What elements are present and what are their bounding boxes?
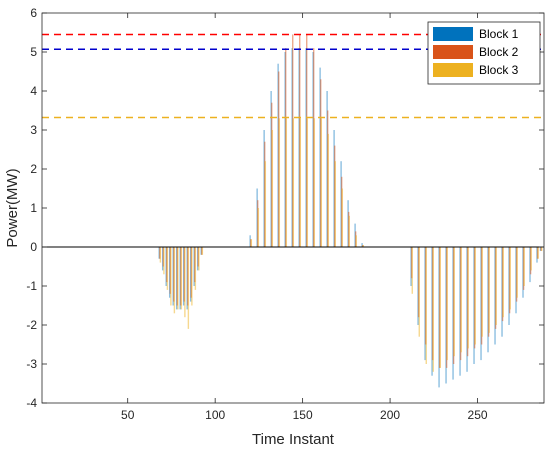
bar-block3-s3-4	[439, 247, 441, 368]
x-tick-label-3: 200	[380, 408, 400, 422]
y-tick-label-9: 5	[30, 45, 37, 59]
bar-block3-s2-15	[355, 235, 357, 247]
bar-block3-s3-17	[530, 247, 532, 271]
y-axis-label: Power(MW)	[4, 168, 21, 247]
x-tick-label-4: 250	[468, 408, 488, 422]
bar-block3-s1-12	[201, 247, 204, 255]
legend: Block 1 Block 2 Block 3	[427, 21, 541, 85]
bar-block3-s2-13	[341, 188, 344, 247]
bar-block3-s3-3	[432, 247, 434, 372]
legend-swatch-3	[433, 63, 473, 77]
y-tick-label-1: -3	[26, 357, 37, 371]
bar-block3-s3-12	[495, 247, 497, 325]
bar-block3-s3-9	[474, 247, 476, 345]
legend-label-2: Block 2	[479, 45, 519, 59]
chart-marks	[158, 34, 543, 388]
legend-label-3: Block 3	[479, 63, 519, 77]
y-tick-label-8: 4	[30, 84, 37, 98]
bar-block3-s1-11	[198, 247, 200, 271]
bar-block3-s3-6	[453, 247, 455, 357]
bar-block3-s2-7	[299, 118, 302, 247]
y-tick-label-4: 0	[30, 240, 37, 254]
bar-block3-s3-2	[425, 247, 427, 364]
bar-block3-s3-8	[467, 247, 469, 349]
y-tick-label-2: -2	[26, 318, 37, 332]
y-tick-label-10: 6	[30, 6, 37, 20]
legend-swatch-2	[433, 45, 473, 59]
bar-block3-s2-6	[292, 118, 295, 247]
bar-block3-s3-5	[446, 247, 448, 361]
bar-block3-s2-11	[327, 133, 330, 247]
bar-block3-s3-10	[481, 247, 483, 337]
bar-block3-s2-9	[313, 118, 316, 247]
bar-block3-s1-4	[173, 247, 176, 314]
legend-swatch-1	[433, 27, 473, 41]
bar-block3-s2-10	[320, 118, 323, 247]
bar-block3-s2-0	[250, 239, 253, 247]
y-tick-label-0: -4	[26, 396, 37, 410]
bar-block3-s1-7	[184, 247, 186, 318]
bar-block3-s2-5	[285, 118, 288, 247]
y-tick-label-6: 2	[30, 162, 37, 176]
x-axis-label: Time Instant	[252, 431, 335, 448]
bar-block3-s3-7	[460, 247, 462, 353]
y-tick-label-3: -1	[26, 279, 37, 293]
bar-block3-s1-6	[180, 247, 183, 310]
bar-block3-s3-0	[411, 247, 413, 294]
x-axis-ticks: 50 100 150 200 250	[121, 13, 488, 422]
bar-block3-s2-16	[362, 245, 364, 247]
bar-block3-s2-4	[278, 118, 281, 247]
bar-block3-s1-8	[187, 247, 190, 329]
y-axis-ticks: -4 -3 -2 -1 0 1 2 3 4 5 6	[26, 6, 544, 410]
bar-block3-s2-8	[306, 118, 309, 247]
bar-block3-s3-1	[418, 247, 420, 337]
x-tick-label-2: 150	[293, 408, 313, 422]
bar-block3-s3-16	[523, 247, 525, 286]
bar-block3-s3-11	[488, 247, 490, 333]
bar-block3-s3-18	[537, 247, 539, 259]
bar-block3-s2-2	[264, 161, 267, 247]
legend-label-1: Block 1	[479, 27, 519, 41]
x-tick-label-0: 50	[121, 408, 135, 422]
bar-block3-s2-14	[348, 215, 350, 247]
bar-block3-s3-13	[502, 247, 504, 318]
x-tick-label-1: 100	[205, 408, 225, 422]
bar-block3-s1-9	[191, 247, 193, 306]
bar-block3-s1-3	[170, 247, 172, 306]
bar-block3-s3-19	[541, 247, 543, 251]
bar-block3-s1-2	[166, 247, 169, 290]
y-tick-label-7: 3	[30, 123, 37, 137]
bar-block3-s1-0	[159, 247, 162, 263]
bar-block3-s3-15	[516, 247, 518, 298]
bar-block3-s2-3	[271, 130, 274, 247]
y-tick-label-5: 1	[30, 201, 37, 215]
bar-block3-s1-1	[163, 247, 165, 275]
bar-block3-s3-14	[509, 247, 511, 310]
bar-block3-s1-10	[194, 247, 197, 290]
bar-block3-s2-1	[257, 208, 260, 247]
bar-block3-s2-12	[334, 161, 337, 247]
bar-block3-s1-5	[177, 247, 179, 310]
